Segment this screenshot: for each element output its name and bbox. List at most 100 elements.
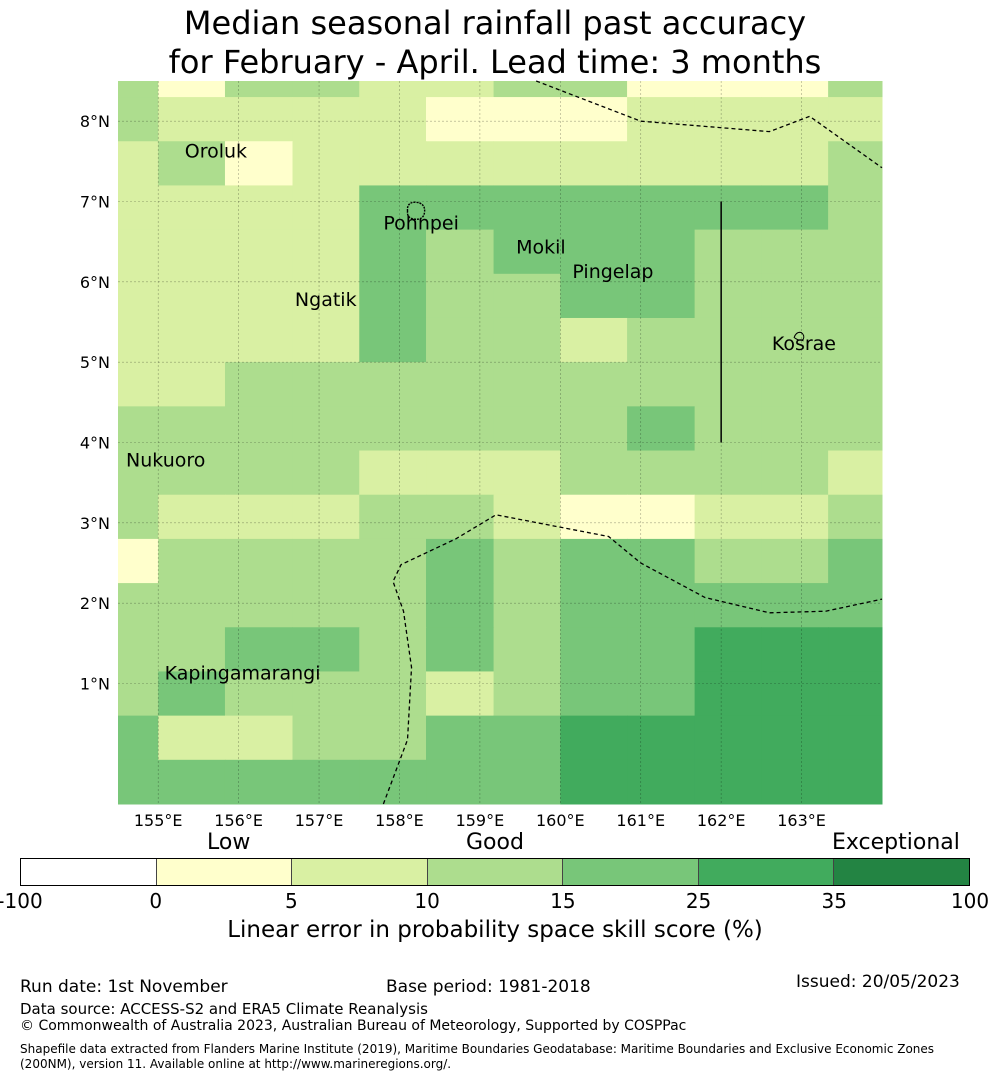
grid-cell xyxy=(493,671,561,717)
grid-cell xyxy=(426,538,495,584)
grid-cell xyxy=(292,97,360,142)
y-tick-label: 7°N xyxy=(80,193,110,212)
grid-cell xyxy=(118,583,159,628)
grid-cell xyxy=(292,229,360,275)
place-label: Kapingamarangi xyxy=(165,662,321,684)
grid-cell xyxy=(359,185,427,231)
place-label: Nukuoro xyxy=(126,450,205,472)
grid-cell xyxy=(292,759,360,805)
x-tick-label: 156°E xyxy=(214,811,263,830)
grid-cell xyxy=(761,406,829,452)
grid-cell xyxy=(694,81,762,98)
grid-cell xyxy=(359,494,427,540)
map-title: Median seasonal rainfall past accuracy f… xyxy=(0,4,990,82)
grid-cell xyxy=(560,362,628,407)
grid-cell xyxy=(158,450,226,496)
kosrae-island-outline xyxy=(793,331,805,341)
grid-cell xyxy=(761,229,829,275)
grid-cell xyxy=(158,627,226,672)
grid-cell xyxy=(118,406,159,452)
colorbar-title: Linear error in probability space skill … xyxy=(227,917,763,943)
place-label: Pohnpei xyxy=(383,213,459,235)
grid-cell xyxy=(694,494,762,540)
grid-cell xyxy=(118,317,159,363)
grid-cell xyxy=(560,229,628,275)
grid-cell xyxy=(118,494,159,540)
grid-cell xyxy=(694,406,762,452)
grid-cell xyxy=(118,362,159,407)
grid-cell xyxy=(224,583,294,628)
grid-cell xyxy=(158,538,226,584)
grid-cell xyxy=(828,450,883,496)
grid-cell xyxy=(694,317,762,363)
x-tick-label: 159°E xyxy=(456,811,505,830)
grid-cell xyxy=(118,627,159,672)
grid-cell xyxy=(493,273,561,319)
grid-cell xyxy=(761,97,829,142)
grid-cell xyxy=(493,97,561,142)
x-tick-label: 157°E xyxy=(295,811,344,830)
grid-cell xyxy=(560,715,628,761)
grid-cell xyxy=(292,715,360,761)
grid-cell xyxy=(426,229,495,275)
grid-cell xyxy=(627,671,696,717)
grid-cell xyxy=(118,229,159,275)
grid-cell xyxy=(828,494,883,540)
grid-cell xyxy=(158,273,226,319)
grid-cell xyxy=(292,494,360,540)
grid-cell xyxy=(359,273,427,319)
grid-cell xyxy=(118,185,159,231)
grid-cell xyxy=(694,538,762,584)
grid-cell xyxy=(828,185,883,231)
grid-cell xyxy=(158,583,226,628)
x-tick-label: 162°E xyxy=(697,811,746,830)
grid-cell xyxy=(560,81,628,98)
grid-cell xyxy=(828,715,883,761)
grid-cell xyxy=(158,759,226,805)
grid-cell xyxy=(158,81,226,98)
y-tick-label: 5°N xyxy=(80,353,110,372)
grid-cell xyxy=(694,273,762,319)
grid-cell xyxy=(359,141,427,186)
grid-cell xyxy=(493,494,561,540)
grid-cell xyxy=(828,362,883,407)
grid-cell xyxy=(828,317,883,363)
colorbar-bin xyxy=(427,859,564,885)
grid-cell xyxy=(118,759,159,805)
pohnpei-island-outline xyxy=(406,201,426,220)
colorbar-tick-label: 15 xyxy=(550,889,576,913)
data-source: Data source: ACCESS-S2 and ERA5 Climate … xyxy=(20,1000,428,1018)
grid-cell xyxy=(158,494,226,540)
grid-cell xyxy=(359,759,427,805)
colorbar-tick-label: -100 xyxy=(0,889,43,913)
grid-cell xyxy=(627,141,696,186)
x-tick-label: 158°E xyxy=(375,811,424,830)
colorbar-tick-label: 5 xyxy=(285,889,298,913)
grid-cell xyxy=(761,494,829,540)
grid-cell xyxy=(828,627,883,672)
grid-cell xyxy=(493,627,561,672)
grid-cell xyxy=(560,538,628,584)
colorbar-bin xyxy=(156,859,293,885)
grid-cell xyxy=(292,81,360,98)
grid-cell xyxy=(292,273,360,319)
grid-cell xyxy=(118,141,159,186)
grid-cell xyxy=(627,583,696,628)
grid-cell xyxy=(426,759,495,805)
grid-cell xyxy=(761,583,829,628)
grid-cell xyxy=(224,229,294,275)
grid-cell xyxy=(828,229,883,275)
grid-cell xyxy=(426,81,495,98)
colorbar-tick-label: 35 xyxy=(821,889,848,913)
grid-cell xyxy=(828,97,883,142)
grid-cell xyxy=(761,362,829,407)
grid-cell xyxy=(118,671,159,717)
grid-cell xyxy=(292,141,360,186)
copyright: © Commonwealth of Australia 2023, Austra… xyxy=(20,1018,687,1034)
colorbar-bin xyxy=(21,859,157,885)
grid-cell xyxy=(224,450,294,496)
grid-cell xyxy=(118,81,159,98)
grid-cell xyxy=(292,317,360,363)
base-period: Base period: 1981-2018 xyxy=(386,977,591,997)
grid-cell xyxy=(359,715,427,761)
